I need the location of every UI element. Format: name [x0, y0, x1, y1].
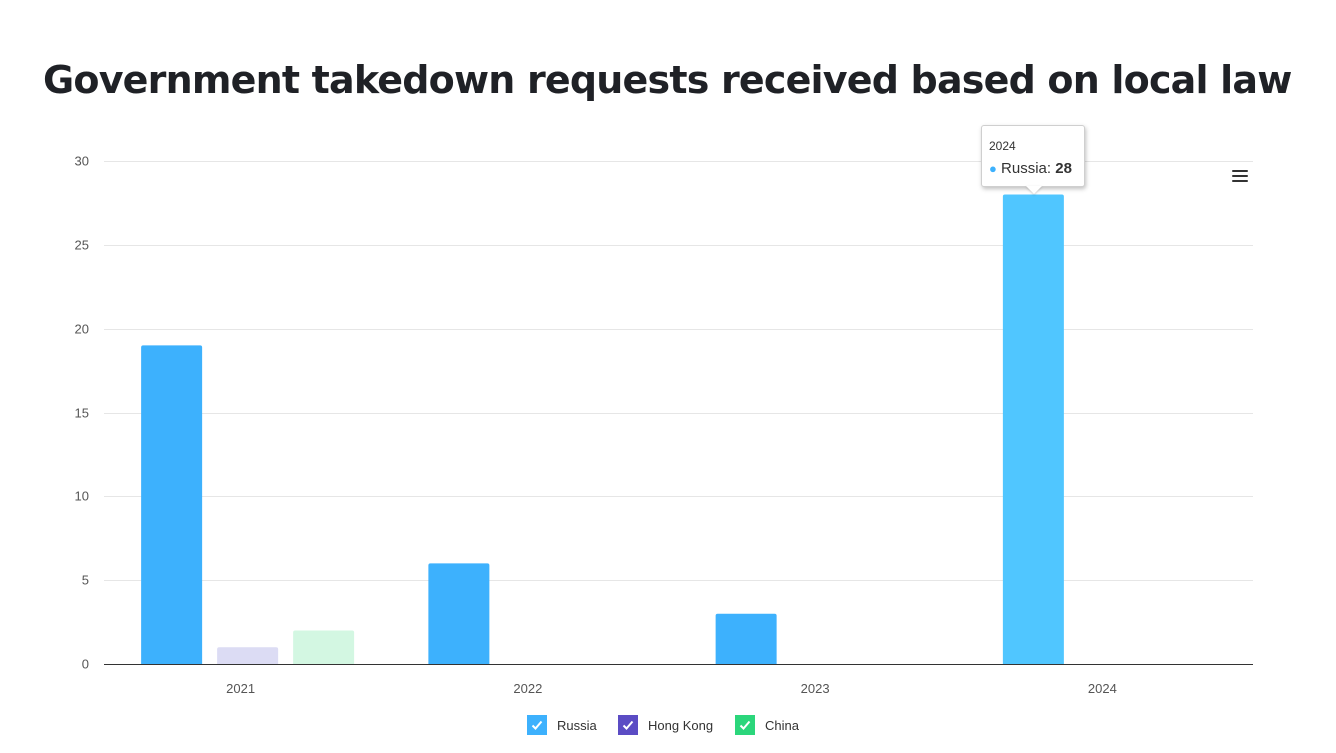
check-mark [739, 720, 751, 730]
y-tick-label: 25 [75, 238, 89, 253]
tooltip-row: ● Russia: 28 [989, 160, 1084, 177]
y-tick-label: 30 [75, 154, 89, 169]
hamburger-menu-icon-bar [1232, 180, 1248, 182]
x-tick-label: 2023 [801, 681, 830, 696]
chart-title: Government takedown requests received ba… [43, 58, 1292, 102]
tooltip-separator: : [1046, 160, 1052, 177]
y-tick-label: 15 [75, 406, 89, 421]
x-tick-label: 2024 [1088, 681, 1117, 696]
check-icon [739, 720, 751, 730]
bar-russia-2023[interactable] [715, 613, 777, 664]
legend-item-hong-kong[interactable]: Hong Kong [618, 715, 713, 735]
legend-label-hong-kong: Hong Kong [648, 717, 714, 733]
series-dot-icon: ● [989, 161, 997, 176]
legend-label-china: China [765, 717, 799, 733]
legend-label-russia: Russia [557, 717, 597, 733]
legend-checkbox-china[interactable] [735, 715, 755, 735]
x-tick-label: 2021 [226, 681, 255, 696]
y-tick-label: 0 [82, 657, 89, 672]
tooltip-series-name: Russia [1001, 160, 1047, 177]
y-tick-label: 5 [82, 573, 89, 588]
check-icon [622, 720, 634, 730]
chart-menu-button[interactable] [1226, 164, 1254, 188]
tooltip-header: 2024 [989, 139, 1016, 153]
bar-russia-2022[interactable] [428, 563, 490, 664]
bar-hong-kong-2021[interactable] [217, 647, 279, 664]
check-mark [531, 720, 543, 730]
legend-item-russia[interactable]: Russia [527, 715, 597, 735]
hamburger-menu-icon [1232, 170, 1248, 172]
y-tick-label: 20 [75, 322, 89, 337]
bar-russia-2024[interactable] [1002, 194, 1064, 665]
tooltip-value: 28 [1055, 160, 1072, 177]
tooltip-arrow [1026, 186, 1042, 194]
legend-checkbox-hong-kong[interactable] [618, 715, 638, 735]
chart-tooltip: 2024 ● Russia: 28 [981, 125, 1085, 194]
legend-checkbox-russia[interactable] [527, 715, 547, 735]
x-tick-label: 2022 [513, 681, 542, 696]
hamburger-menu-icon-bar [1232, 175, 1248, 177]
chart-legend: Russia Hong Kong China [0, 715, 1336, 737]
check-mark [622, 720, 634, 730]
legend-item-china[interactable]: China [735, 715, 799, 735]
bar-china-2021[interactable] [293, 630, 355, 664]
bar-russia-2021[interactable] [141, 345, 203, 664]
y-tick-label: 10 [75, 489, 89, 504]
check-icon [531, 720, 543, 730]
